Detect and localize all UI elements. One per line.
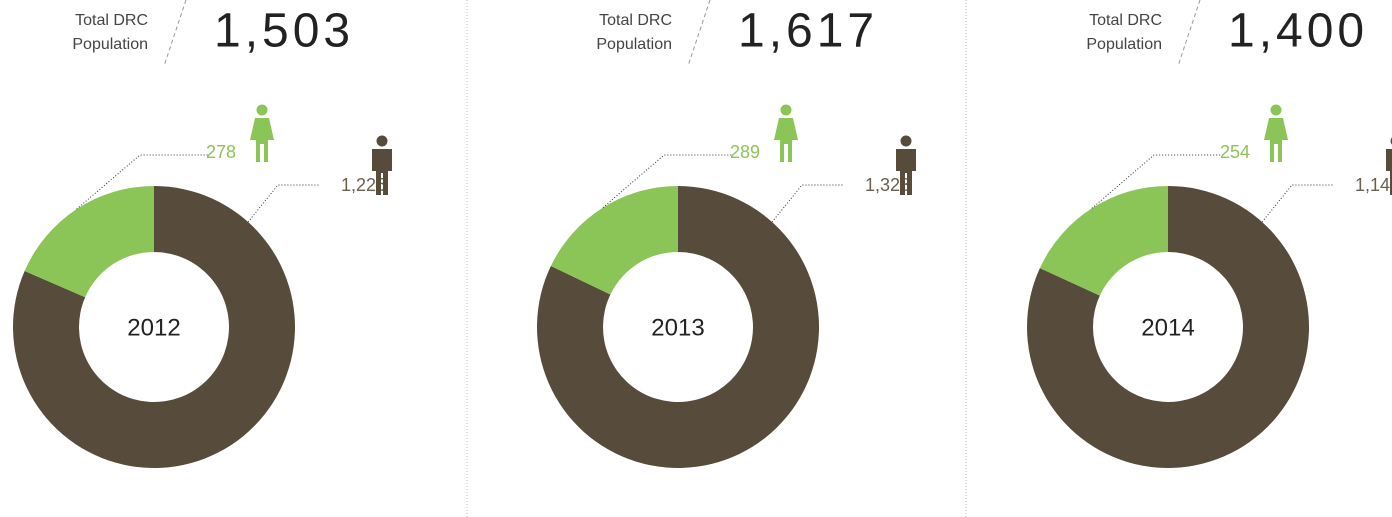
male-wedge [536,186,819,468]
male-value: 1,146 [1355,175,1392,195]
slash [163,0,187,67]
male-icon [1386,149,1392,195]
slash [1177,0,1201,67]
center-label: 2012 [127,314,180,341]
female-wedge [550,186,678,295]
donut-chart: Total DRC Population 1,503 2012 278 1,225 [12,0,392,468]
slash [687,0,711,67]
female-icon [1264,118,1288,162]
female-icon [250,118,274,162]
male-icon [896,149,916,195]
leader-line [1091,154,1222,209]
caption-line: Population [1086,36,1162,53]
caption-line: Total DRC [1089,12,1162,29]
leader-line [1261,184,1334,223]
female-icon [1270,104,1282,116]
total-value: 1,617 [738,5,878,58]
male-value: 1,328 [865,175,910,195]
female-value: 254 [1220,142,1250,162]
female-wedge [24,186,154,298]
caption-line: Total DRC [75,12,148,29]
total-value: 1,503 [214,5,354,58]
donut-chart: Total DRC Population 1,400 2014 254 1,146 [1026,0,1392,468]
male-icon [900,135,912,147]
total-value: 1,400 [1228,5,1368,58]
donut-chart: Total DRC Population 1,617 2013 289 1,328 [536,0,916,468]
female-value: 278 [206,142,236,162]
female-wedge [1039,186,1168,296]
male-wedge [1026,186,1309,468]
male-icon [372,149,392,195]
caption-line: Population [596,36,672,53]
female-value: 289 [730,142,760,162]
male-wedge [12,186,295,468]
caption-line: Population [72,36,148,53]
female-icon [774,118,798,162]
female-icon [256,104,268,116]
caption-line: Total DRC [599,12,672,29]
female-icon [780,104,792,116]
leader-line [76,154,208,210]
center-label: 2013 [651,314,704,341]
leader-line [771,184,844,223]
male-value: 1,225 [341,175,386,195]
center-label: 2014 [1141,314,1194,341]
leader-line [247,184,320,223]
male-icon [376,135,388,147]
